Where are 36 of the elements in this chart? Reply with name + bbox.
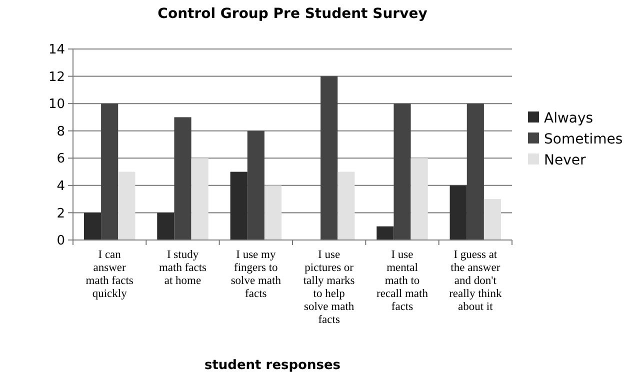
bar [118,172,136,240]
bar [410,158,428,240]
y-tick-label: 12 [48,70,65,85]
y-tick-label: 0 [56,234,65,249]
bar [84,212,102,240]
y-tick-label: 6 [56,152,65,167]
x-tick-label: I use my fingers to solve math facts [230,249,282,300]
x-tick-label: I can answer math facts quickly [86,249,134,300]
legend-label: Never [544,152,586,168]
x-tick-label: I use mental math to recall math facts [376,249,428,313]
y-tick-label: 14 [48,42,65,58]
bar [466,104,484,240]
bar [264,185,282,240]
bar [394,104,411,240]
bar [376,226,394,240]
bar [338,172,355,240]
x-tick-label: I study math facts at home [158,249,208,287]
bar [450,185,467,240]
legend-label: Sometimes [544,131,623,148]
x-tick-label: I use pictures or tally marks to help solve math facts [303,249,356,326]
bar [157,212,174,240]
bar [247,130,264,240]
bar [101,104,118,240]
bar [191,158,208,240]
x-tick-label: I guess at the answer and don't really think about it [449,249,502,313]
bar [484,199,502,240]
bar [230,172,248,240]
y-tick-label: 2 [56,206,65,222]
chart-title: Control Group Pre Student Survey [158,6,428,22]
bar [320,76,338,240]
x-axis-title: student responses [204,358,341,373]
y-tick-label: 10 [48,97,65,112]
y-tick-label: 8 [56,124,65,140]
y-tick-label: 4 [56,178,65,194]
bar [174,117,192,240]
legend-label: Always [544,110,594,126]
